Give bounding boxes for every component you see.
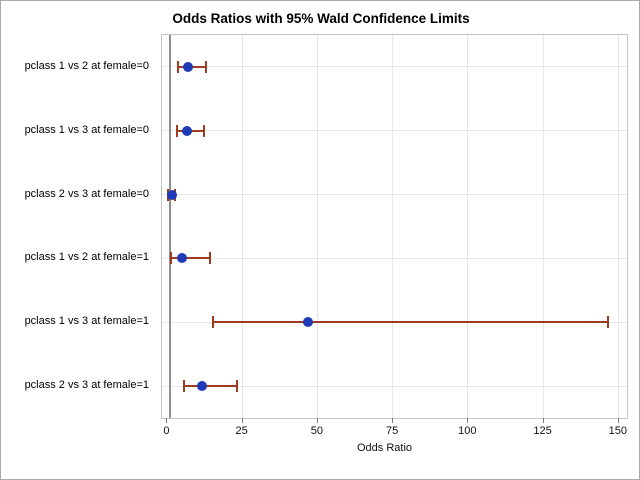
estimate-marker <box>166 189 177 200</box>
ci-lower-cap <box>170 252 173 265</box>
x-gridline <box>241 35 243 418</box>
ci-bar <box>183 385 237 388</box>
y-gridline <box>162 130 627 132</box>
x-tick-mark <box>241 418 243 423</box>
x-tick-mark <box>467 418 469 423</box>
x-tick-mark <box>617 418 619 423</box>
estimate-marker <box>177 253 187 264</box>
x-tick-mark <box>542 418 544 423</box>
ci-upper-cap <box>203 124 206 137</box>
x-axis-label: Odds Ratio <box>356 442 413 454</box>
y-gridline <box>162 257 627 259</box>
ci-bar <box>212 321 609 324</box>
reference-line <box>168 35 171 418</box>
x-tick-mark <box>166 418 168 423</box>
chart-title: Odds Ratios with 95% Wald Confidence Lim… <box>172 11 470 26</box>
estimate-marker <box>182 125 193 136</box>
plot-area <box>161 34 628 423</box>
x-gridline <box>617 35 619 418</box>
ci-lower-cap <box>176 124 179 137</box>
x-tick-mark <box>316 418 318 423</box>
y-category-label: pclass 1 vs 3 at female=0 <box>24 123 149 136</box>
y-category-label: pclass 1 vs 3 at female=1 <box>24 315 149 328</box>
ci-upper-cap <box>205 60 208 73</box>
ci-upper-cap <box>208 252 211 265</box>
ci-upper-cap <box>235 380 238 393</box>
y-gridline <box>162 194 627 196</box>
ci-lower-cap <box>177 60 180 73</box>
x-axis-tick-labels: 0 25 50 75 100 125 150 <box>161 425 628 439</box>
y-gridline <box>162 66 627 68</box>
x-tick-label: 0 <box>163 425 170 437</box>
x-gridline <box>467 35 469 418</box>
ci-bar <box>171 257 210 260</box>
x-tick-label: 50 <box>310 425 324 437</box>
y-category-label: pclass 1 vs 2 at female=0 <box>24 59 149 72</box>
y-category-label: pclass 2 vs 3 at female=1 <box>24 379 149 392</box>
x-tick-label: 100 <box>458 425 477 437</box>
ci-upper-cap <box>607 316 610 329</box>
y-category-label: pclass 2 vs 3 at female=0 <box>24 187 149 200</box>
y-category-label: pclass 1 vs 2 at female=1 <box>24 251 149 264</box>
estimate-marker <box>303 317 314 328</box>
x-tick-label: 150 <box>608 425 627 437</box>
x-gridline <box>392 35 394 418</box>
x-tick-label: 75 <box>385 425 399 437</box>
x-tick-label: 125 <box>533 425 552 437</box>
x-tick-mark <box>392 418 394 423</box>
y-gridline <box>162 385 627 387</box>
x-tick-label: 25 <box>235 425 248 437</box>
x-gridline <box>316 35 318 418</box>
ci-lower-cap <box>182 380 185 393</box>
estimate-marker <box>183 61 194 72</box>
estimate-marker <box>196 381 207 392</box>
y-axis-labels: pclass 1 vs 2 at female=0 pclass 1 vs 3 a… <box>1 34 153 419</box>
x-gridline <box>542 35 544 418</box>
ci-lower-cap <box>211 316 214 329</box>
